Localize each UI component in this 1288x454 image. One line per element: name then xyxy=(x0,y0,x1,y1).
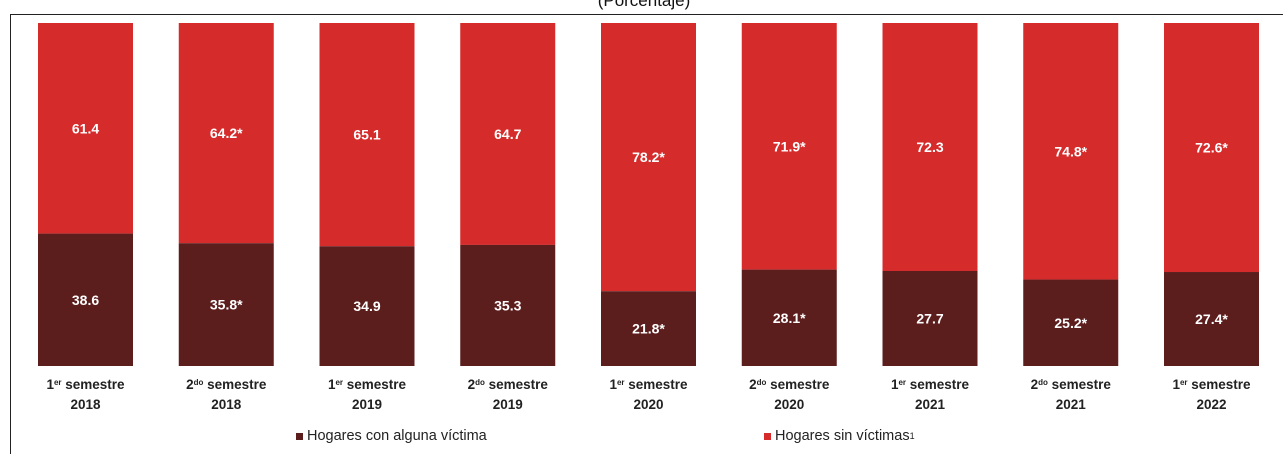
data-label-sin-victimas: 71.9* xyxy=(773,138,806,154)
data-label-sin-victimas: 72.6* xyxy=(1195,140,1228,156)
x-tick-label-line2: 2018 xyxy=(70,397,101,412)
bar-sin-victimas xyxy=(1164,23,1259,273)
legend: Hogares con alguna víctima Hogares sin v… xyxy=(0,428,1288,450)
bar-con-victima xyxy=(1023,279,1119,366)
data-label-sin-victimas: 64.2* xyxy=(210,125,243,141)
legend-item-sin-victimas: Hogares sin víctimas 1 xyxy=(764,428,915,444)
bar-con-victima xyxy=(178,243,274,366)
bar-sin-victimas xyxy=(882,23,978,271)
data-label-con-victima: 27.4* xyxy=(1195,311,1228,327)
x-tick-label-line2: 2018 xyxy=(211,397,242,412)
x-tick-labels: 1er semestre 2018 2do semestre 2018 1er seme… xyxy=(46,377,1251,412)
data-label-con-victima: 28.1* xyxy=(773,310,806,326)
data-label-con-victima: 34.9 xyxy=(353,298,380,314)
chart-subtitle: (Porcentaje) xyxy=(597,0,691,10)
legend-swatch-sin-victimas xyxy=(764,432,771,440)
data-label-sin-victimas: 64.7 xyxy=(494,126,521,142)
bar-con-victima xyxy=(460,244,556,366)
x-tick-label-line2: 2019 xyxy=(352,397,382,412)
data-label-con-victima: 35.8* xyxy=(210,297,243,313)
data-label-con-victima: 21.8* xyxy=(632,321,665,337)
bar-con-victima xyxy=(882,270,978,366)
x-tick-label-line1: 1er semestre xyxy=(328,377,407,392)
data-label-sin-victimas: 78.2* xyxy=(632,149,665,165)
bar-sin-victimas xyxy=(178,23,274,244)
bar-con-victima xyxy=(38,233,133,366)
x-tick-label-line1: 2do semestre xyxy=(186,377,267,392)
x-tick-label-line2: 2020 xyxy=(774,397,804,412)
x-tick-label-line2: 2021 xyxy=(915,397,946,412)
bar-sin-victimas xyxy=(1023,23,1119,280)
data-label-sin-victimas: 74.8* xyxy=(1054,143,1087,159)
bar-sin-victimas xyxy=(601,23,696,292)
stacked-bar-chart: 61.4 38.6 64.2* 35.8* 65.1 34.9 64.7 35.3 78.2* 2… xyxy=(38,23,1259,412)
data-label-con-victima: 35.3 xyxy=(494,297,521,313)
bar-con-victima xyxy=(319,246,415,366)
x-tick-label-line1: 1er semestre xyxy=(609,377,688,392)
x-tick-label-line1: 1er semestre xyxy=(46,377,125,392)
data-label-con-victima: 27.7 xyxy=(916,310,943,326)
legend-item-con-victima: Hogares con alguna víctima xyxy=(296,428,487,444)
x-tick-label-line1: 2do semestre xyxy=(468,377,549,392)
legend-swatch-con-victima xyxy=(296,432,303,440)
data-label-sin-victimas: 72.3 xyxy=(916,139,943,155)
bar-sin-victimas xyxy=(460,23,556,245)
bars-group: 61.4 38.6 64.2* 35.8* 65.1 34.9 64.7 35.3 78.2* 2… xyxy=(38,23,1259,366)
x-tick-label-line1: 2do semestre xyxy=(1031,377,1112,392)
bar-con-victima xyxy=(1164,272,1259,366)
data-label-con-victima: 38.6 xyxy=(72,292,99,308)
x-tick-label-line2: 2022 xyxy=(1196,397,1226,412)
bar-sin-victimas xyxy=(741,23,837,270)
chart-frame xyxy=(10,14,1283,454)
x-tick-label-line2: 2020 xyxy=(633,397,663,412)
bar-sin-victimas xyxy=(319,23,415,247)
data-label-sin-victimas: 61.4 xyxy=(72,120,99,136)
data-label-sin-victimas: 65.1 xyxy=(353,127,380,143)
x-tick-label-line1: 1er semestre xyxy=(1172,377,1251,392)
x-tick-label-line2: 2019 xyxy=(493,397,523,412)
bar-sin-victimas xyxy=(38,23,133,234)
legend-label-con-victima: Hogares con alguna víctima xyxy=(307,428,487,444)
data-label-con-victima: 25.2* xyxy=(1054,315,1087,331)
bar-con-victima xyxy=(741,269,837,366)
x-tick-label-line1: 2do semestre xyxy=(749,377,830,392)
x-tick-label-line1: 1er semestre xyxy=(891,377,970,392)
x-tick-label-line2: 2021 xyxy=(1056,397,1087,412)
bar-con-victima xyxy=(601,291,696,366)
legend-label-sin-victimas: Hogares sin víctimas xyxy=(775,428,910,444)
